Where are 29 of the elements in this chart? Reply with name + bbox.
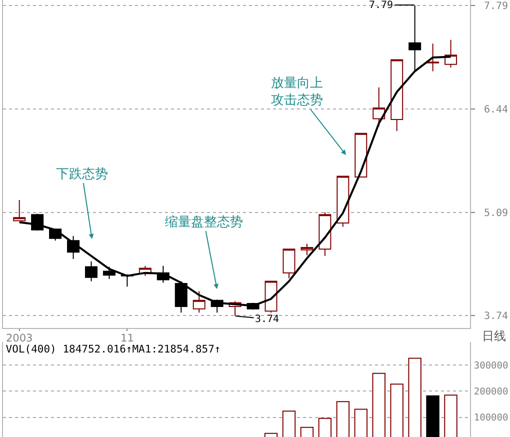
x-axis-title: 日线 [482, 329, 506, 343]
x-tick-label: 2003 [6, 332, 33, 345]
candlestick [318, 212, 332, 256]
candlestick [300, 243, 314, 256]
candlestick [390, 59, 404, 132]
y-tick-label: 6.44 [484, 104, 508, 116]
y-tick-label: 5.09 [484, 208, 508, 219]
candlestick [13, 200, 26, 222]
candlestick [85, 260, 98, 282]
y-tick-label: 300000 [474, 360, 508, 372]
candlestick [282, 248, 296, 279]
annotation: 下跌态势 [56, 167, 108, 182]
annotation: 3.74 [255, 314, 280, 325]
annotation: 7.79 [369, 0, 394, 11]
y-tick-label: 3.74 [484, 311, 508, 322]
candlestick [192, 290, 206, 314]
x-tick-label: 11 [120, 332, 134, 345]
candlestick [372, 86, 386, 127]
candlestick [336, 176, 350, 228]
y-tick-label: 200000 [474, 386, 508, 398]
annotation: 缩量盘整态势 [165, 215, 243, 230]
candlestick [354, 132, 368, 178]
candlestick [264, 280, 278, 314]
y-tick-label: 7.79 [484, 0, 508, 12]
y-tick-label: 100000 [474, 412, 508, 424]
candlestick [426, 43, 440, 72]
chart-title: VOL(400) 184752.016↑MA1:21854.857↑ [6, 344, 221, 356]
candlestick [444, 39, 458, 68]
annotation: 放量向上攻击态势 [271, 76, 323, 108]
